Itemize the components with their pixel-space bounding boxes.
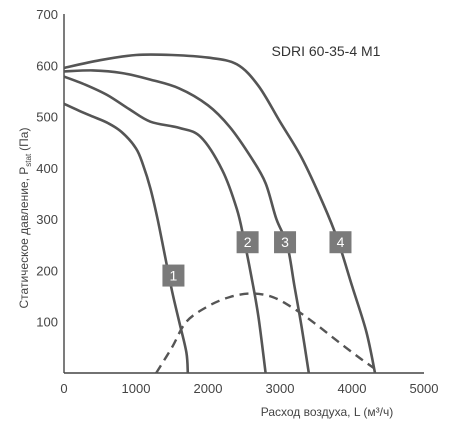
series-badges: 1 2 3 4 <box>162 231 352 287</box>
reference-curve <box>155 292 375 374</box>
x-tick-label: 0 <box>60 381 67 396</box>
series-badge-3: 3 <box>274 231 297 254</box>
y-tick-label: 300 <box>36 212 58 227</box>
series-badge-box <box>236 231 259 254</box>
x-axis-label: Расход воздуха, L (м³/ч) <box>261 405 394 419</box>
y-axis-label-sub: stat <box>24 153 33 167</box>
y-axis-label-main: Статическое давление, P <box>17 167 31 309</box>
series-badge-label: 3 <box>281 234 289 250</box>
x-tick-label: 1000 <box>122 381 151 396</box>
series-line-1 <box>63 102 190 374</box>
y-tick-label: 100 <box>36 315 58 330</box>
series-badge-4: 4 <box>329 231 352 254</box>
y-tick-label: 400 <box>36 161 58 176</box>
series-badge-box <box>162 264 185 287</box>
y-tick-label: 500 <box>36 110 58 125</box>
x-tick-labels: 0 1000 2000 3000 4000 5000 <box>60 381 438 396</box>
y-tick-label: 700 <box>36 7 58 22</box>
series-badge-1: 1 <box>162 264 185 287</box>
series-badge-2: 2 <box>236 231 259 254</box>
series-badge-label: 2 <box>244 234 252 250</box>
series-line-4 <box>63 53 377 374</box>
series-badge-box <box>274 231 297 254</box>
y-tick-label: 600 <box>36 58 58 73</box>
series-badge-label: 1 <box>170 268 178 284</box>
x-tick-label: 4000 <box>338 381 367 396</box>
x-tick-label: 2000 <box>194 381 223 396</box>
series-group <box>63 53 377 374</box>
chart-title: SDRI 60-35-4 M1 <box>272 43 381 59</box>
axes <box>63 14 424 374</box>
series-line-2 <box>63 75 267 374</box>
series-badge-label: 4 <box>337 234 345 250</box>
series-line-3 <box>63 69 311 374</box>
x-tick-label: 5000 <box>410 381 439 396</box>
y-axis-label-unit: (Па) <box>17 128 31 151</box>
y-tick-label: 200 <box>36 263 58 278</box>
x-tick-label: 3000 <box>266 381 295 396</box>
y-tick-labels: 100 200 300 400 500 600 700 <box>36 7 58 330</box>
y-axis-label: Статическое давление, Pstat (Па) <box>17 128 33 309</box>
series-badge-box <box>329 231 352 254</box>
